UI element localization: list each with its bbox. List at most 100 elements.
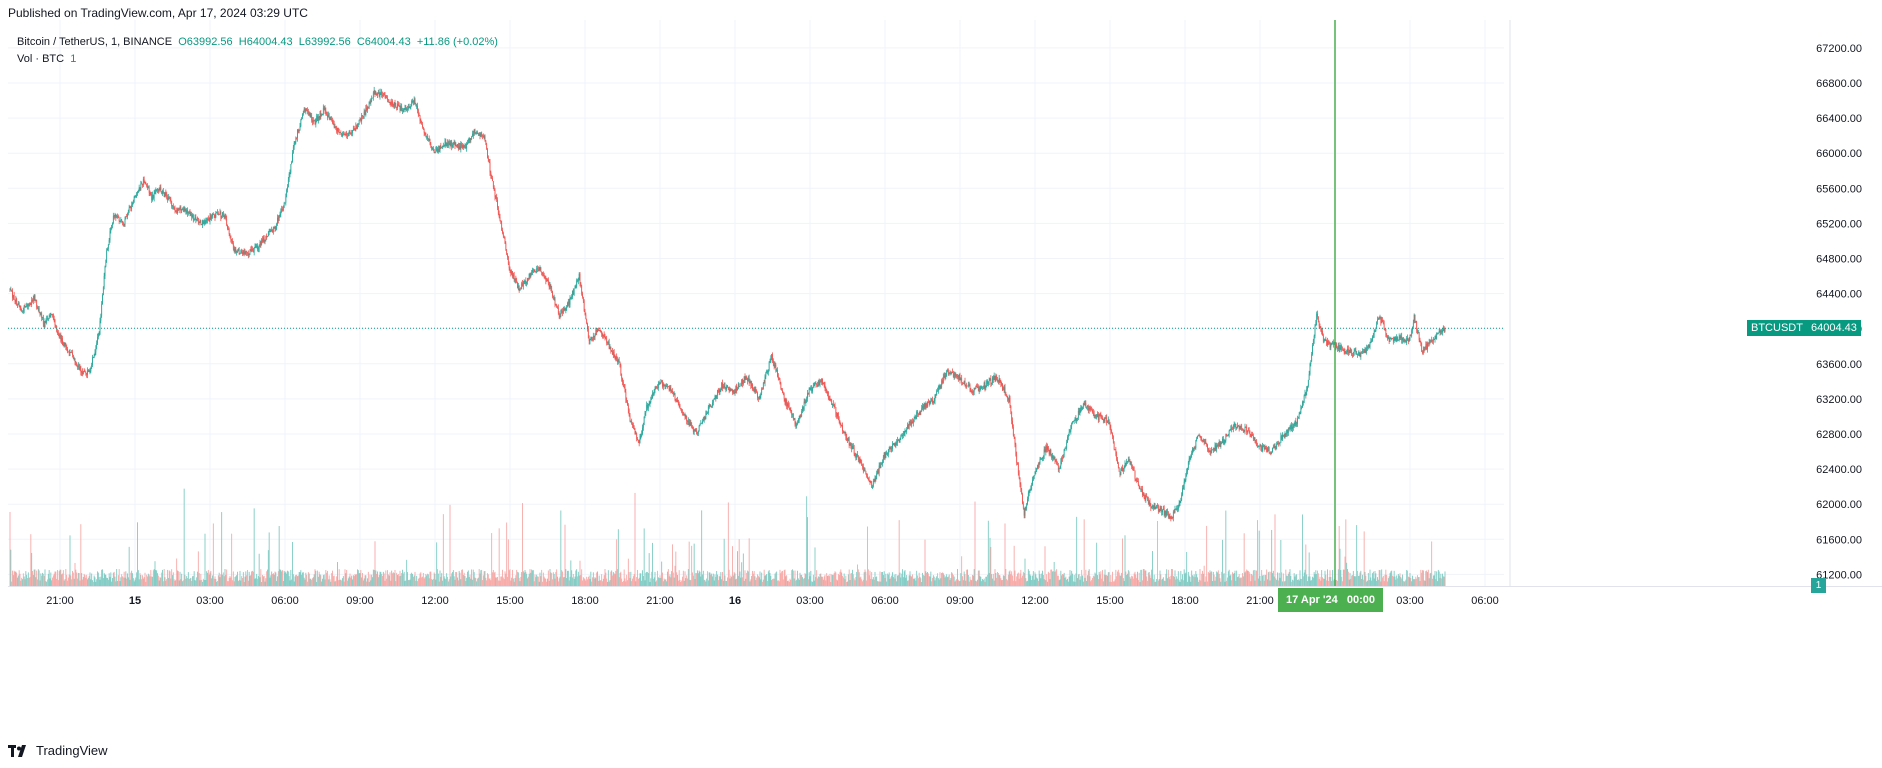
candle-body	[1126, 461, 1128, 464]
candle-body	[277, 217, 278, 224]
volume-bar	[1257, 578, 1259, 586]
candle-body	[1301, 407, 1303, 409]
candle-body	[889, 447, 891, 449]
candle-body	[687, 421, 688, 422]
candle-body	[563, 308, 565, 310]
volume-bar	[1104, 569, 1106, 586]
volume-bar	[1381, 569, 1383, 586]
volume-bar	[657, 577, 659, 586]
candle-body	[782, 390, 783, 393]
candle-body	[846, 437, 848, 441]
volume-bar	[1167, 569, 1169, 586]
candle-body	[1278, 443, 1280, 445]
candle-body	[257, 245, 258, 250]
candle-body	[305, 108, 307, 111]
volume-bar	[482, 580, 483, 586]
volume-bar	[732, 575, 734, 586]
volume-bar	[357, 570, 359, 586]
candle-body	[1205, 441, 1207, 444]
volume-bar	[129, 579, 131, 586]
volume-bar	[1064, 577, 1066, 586]
volume-bar	[296, 574, 298, 586]
candle-body	[1033, 475, 1035, 479]
volume-bar	[317, 570, 318, 586]
volume-bar	[709, 572, 711, 586]
candle-body	[1242, 429, 1244, 431]
candle-body	[844, 431, 846, 434]
candle-body	[372, 97, 373, 99]
candle-body	[465, 146, 467, 149]
volume-bar	[987, 520, 989, 586]
volume-bar	[990, 547, 992, 586]
candle-body	[1241, 426, 1243, 430]
candle-body	[447, 142, 448, 147]
volume-bar	[1286, 575, 1288, 586]
volume-bar	[569, 576, 571, 586]
volume-bar	[1413, 579, 1415, 586]
volume-bar	[333, 575, 335, 586]
candle-body	[684, 414, 686, 417]
candle-body	[945, 375, 947, 378]
candle-body	[70, 352, 72, 353]
candle-body	[251, 249, 253, 252]
candle-body	[1017, 462, 1018, 464]
candle-body	[982, 386, 983, 388]
candle-body	[818, 380, 820, 386]
candle-body	[990, 378, 992, 384]
volume-bar	[1428, 578, 1430, 586]
candle-body	[1073, 419, 1075, 422]
volume-bar	[479, 573, 481, 586]
candle-body	[1102, 417, 1103, 420]
volume-bar	[367, 578, 368, 586]
candle-body	[280, 210, 282, 215]
candle-body	[1285, 433, 1287, 435]
candle-body	[1216, 445, 1218, 449]
candle-body	[897, 440, 898, 443]
volume-bar	[1357, 575, 1359, 586]
candle-body	[188, 212, 190, 213]
candle-body	[68, 351, 70, 353]
volume-bar	[548, 580, 550, 586]
candle-body	[993, 375, 995, 380]
candle-body	[793, 418, 795, 420]
candle-body	[208, 218, 210, 222]
candle-body	[308, 113, 310, 115]
volume-bar	[513, 581, 515, 586]
candle-body	[1052, 455, 1053, 459]
volume-bar	[897, 575, 899, 586]
volume-bar	[984, 581, 986, 586]
volume-bar	[640, 573, 642, 586]
volume-bar	[847, 581, 848, 586]
volume-bar	[322, 578, 323, 586]
candle-body	[335, 126, 337, 129]
volume-bar	[916, 570, 918, 586]
candle-body	[282, 209, 283, 211]
candle-body	[482, 136, 484, 137]
candlesticks[interactable]	[9, 86, 1446, 522]
candle-body	[490, 172, 492, 176]
candle-body	[1307, 386, 1308, 390]
volume-bar	[1317, 570, 1318, 586]
volume-bar	[1434, 570, 1436, 586]
volume-bar	[971, 580, 973, 586]
volume-bar	[578, 575, 580, 586]
volume-bar	[1022, 575, 1023, 586]
candle-body	[1101, 416, 1103, 418]
volume-bar	[171, 569, 173, 586]
candle-body	[1081, 407, 1083, 409]
volume-bar	[1247, 570, 1248, 586]
volume-bar	[1383, 581, 1385, 586]
candle-body	[85, 371, 87, 374]
candle-body	[318, 117, 320, 119]
candle-body	[1057, 465, 1059, 470]
volume-bar	[382, 571, 384, 586]
volume-bar	[393, 573, 395, 586]
candle-body	[986, 380, 988, 387]
volume-bar	[215, 579, 217, 586]
candle-body	[822, 382, 824, 385]
volume-bar	[727, 577, 728, 586]
volume-bar	[312, 578, 313, 586]
candle-body	[204, 221, 206, 223]
volume-bar	[801, 574, 803, 586]
